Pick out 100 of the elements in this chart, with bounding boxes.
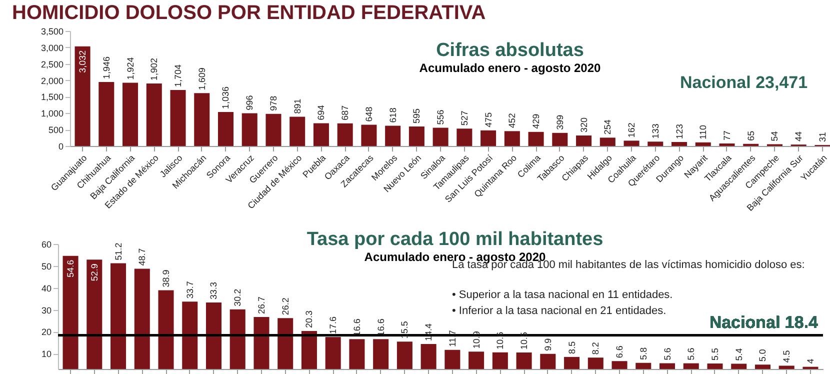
data-label: 996 [244, 95, 255, 110]
chart-title: Tasa por cada 100 mil habitantes [306, 229, 604, 251]
data-label: 38.9 [161, 270, 172, 288]
bar [74, 46, 90, 146]
ref-line-label: Nacional 18.4 [709, 313, 819, 332]
bar [432, 128, 448, 146]
data-label: 1,036 [220, 86, 231, 109]
bar [361, 124, 377, 146]
bar [266, 114, 282, 146]
bar [456, 128, 472, 146]
data-label: 5.6 [686, 348, 696, 360]
bar [385, 126, 401, 146]
bar [624, 140, 640, 146]
y-tick-label: 10 [41, 349, 52, 360]
data-label: 5.5 [710, 348, 720, 361]
data-label: 48.7 [137, 248, 148, 266]
bar [504, 131, 520, 146]
data-label: 320 [578, 117, 589, 132]
y-tick-label: 30 [41, 305, 52, 316]
data-label: 110 [698, 125, 708, 140]
data-label: 51.2 [113, 242, 124, 260]
data-label: 429 [531, 114, 542, 129]
bar [122, 82, 138, 146]
data-label: 475 [483, 112, 494, 128]
data-label: 5.6 [662, 348, 672, 360]
data-label: 891 [292, 98, 302, 114]
bar [170, 90, 186, 146]
bar [290, 116, 306, 146]
bar [648, 142, 664, 146]
data-label: 1,704 [173, 64, 184, 88]
y-tick-label: 50 [41, 261, 52, 272]
data-label: 123 [674, 124, 684, 139]
data-label: 52.9 [89, 264, 100, 282]
data-label: 33.3 [208, 282, 219, 300]
data-label: 31 [817, 132, 828, 142]
data-label: 6.6 [614, 346, 625, 358]
data-label: 26.7 [256, 296, 266, 314]
data-label: 5.8 [638, 347, 648, 360]
data-label: 162 [626, 122, 637, 138]
data-label: 1,946 [101, 56, 112, 80]
data-label: 687 [340, 105, 350, 120]
annotation: Nacional 23,471 [680, 73, 808, 93]
data-label: 527 [459, 110, 470, 126]
data-label: 648 [364, 106, 374, 122]
bar [218, 112, 234, 146]
bar [695, 142, 711, 146]
data-label: 694 [316, 105, 326, 120]
y-tick-label: 3,500 [40, 26, 64, 36]
y-tick-label: 1,500 [40, 92, 64, 102]
bar [408, 126, 424, 146]
data-label: 1,902 [149, 58, 160, 81]
bar [480, 130, 496, 146]
data-label: 26.2 [280, 298, 290, 316]
y-tick-label: 20 [41, 327, 52, 338]
data-label: 618 [388, 108, 398, 123]
data-label: 595 [412, 108, 422, 124]
data-label: 4 [805, 358, 816, 364]
y-tick-label: 3,000 [40, 42, 64, 53]
data-label: 33.7 [184, 281, 195, 299]
data-label: 44 [794, 132, 804, 142]
bar [528, 132, 544, 146]
data-label: 399 [554, 114, 565, 130]
bar [194, 93, 210, 146]
data-label: 17.6 [328, 316, 338, 334]
bar [552, 132, 568, 146]
data-label: 5.0 [758, 349, 768, 362]
y-tick-label: 500 [48, 125, 64, 136]
text: Acumulado enero - agosto 2020 [419, 61, 601, 75]
data-label: 254 [602, 120, 613, 135]
data-label: 8.2 [590, 342, 601, 355]
data-label: 30.2 [232, 288, 243, 306]
data-label: 77 [722, 130, 732, 140]
annotation: • Superior a la tasa nacional en 11 entidades. [452, 289, 673, 301]
bar [576, 135, 592, 146]
data-label: 1,609 [196, 68, 207, 90]
bar [242, 113, 258, 146]
text: HOMICIDIO DOLOSO POR ENTIDAD FEDERATIVA [12, 2, 486, 25]
data-label: 65 [746, 130, 756, 141]
bar [313, 123, 329, 146]
y-tick-label: 40 [41, 283, 52, 294]
y-tick-label: 0 [58, 142, 64, 152]
data-label: 556 [436, 110, 446, 125]
data-label: 1,924 [125, 57, 136, 80]
data-label: 8.5 [566, 341, 577, 354]
bar [600, 138, 616, 146]
data-label: 20.3 [304, 310, 314, 328]
bar [337, 123, 353, 146]
data-label: 9.9 [542, 338, 553, 351]
data-label: 133 [650, 124, 660, 139]
bar [672, 142, 688, 146]
text: Cifras absolutas [435, 40, 585, 62]
data-label: 452 [507, 113, 518, 128]
y-tick-label: 1,000 [40, 108, 64, 119]
y-tick-label: 2,000 [40, 76, 64, 86]
y-tick-label: 2,500 [40, 59, 64, 70]
data-label: 54.6 [66, 260, 76, 278]
annotation: • Inferior a la tasa nacional en 21 entidades. [452, 305, 666, 317]
data-label: 54 [770, 131, 780, 142]
data-label: 5.4 [734, 348, 744, 361]
bar [98, 82, 114, 146]
